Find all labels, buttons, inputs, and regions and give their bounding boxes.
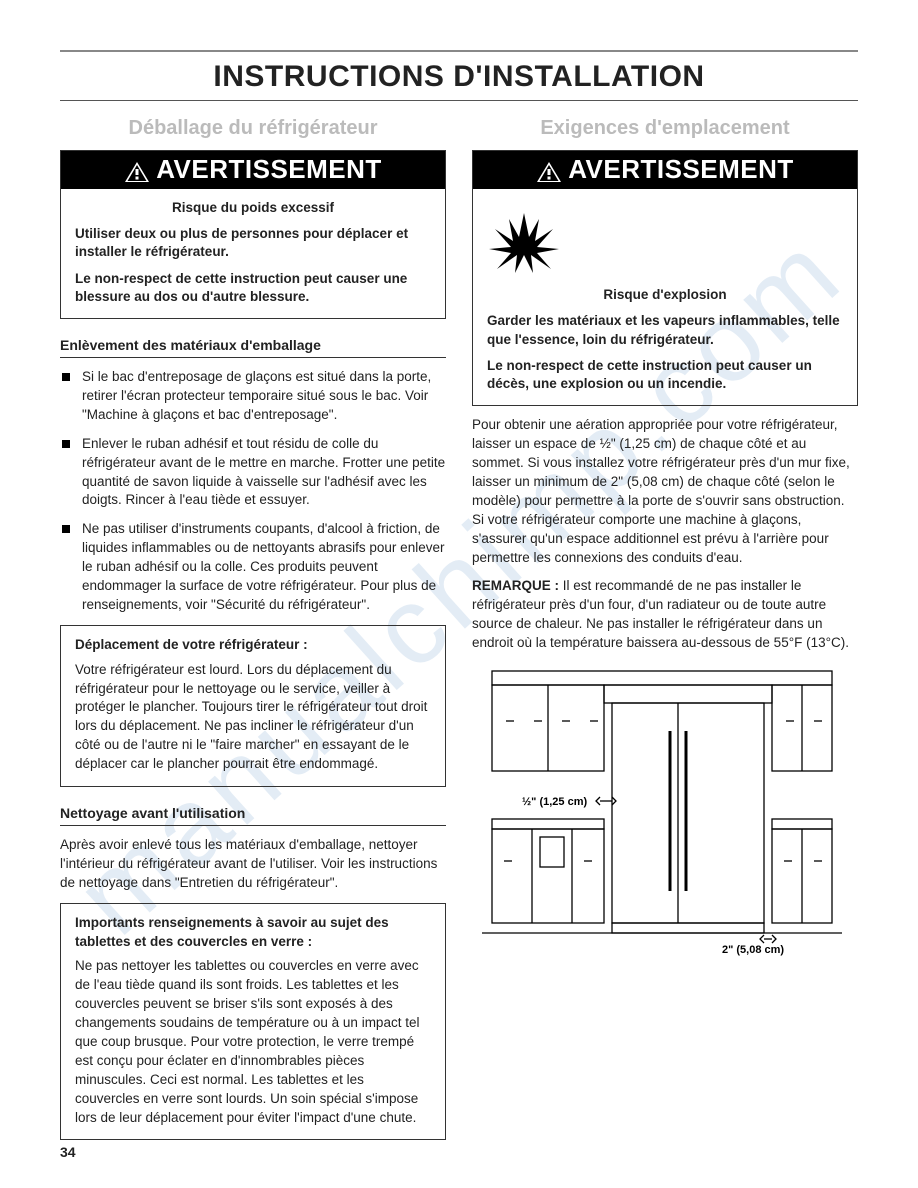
cleaning-para: Après avoir enlevé tous les matériaux d'… xyxy=(60,836,446,893)
warning-line-1: Utiliser deux ou plus de personnes pour … xyxy=(75,225,431,261)
warning-header-text: AVERTISSEMENT xyxy=(156,154,382,185)
diagram-bottom-label: 2" (5,08 cm) xyxy=(722,944,784,956)
warning-risk-text: Risque d'explosion xyxy=(487,286,843,304)
warning-box-weight: AVERTISSEMENT Risque du poids excessif U… xyxy=(60,150,446,319)
info-title: Importants renseignements à savoir au su… xyxy=(75,914,431,952)
warning-header: AVERTISSEMENT xyxy=(61,151,445,189)
info-box-glass: Importants renseignements à savoir au su… xyxy=(60,903,446,1141)
warning-risk-text: Risque du poids excessif xyxy=(75,199,431,217)
list-item: Si le bac d'entreposage de glaçons est s… xyxy=(60,368,446,425)
section-title-unpacking: Déballage du réfrigérateur xyxy=(60,117,446,140)
info-body: Votre réfrigérateur est lourd. Lors du d… xyxy=(75,661,431,774)
remark-para: REMARQUE : Il est recommandé de ne pas i… xyxy=(472,577,858,653)
remark-label: REMARQUE : xyxy=(472,578,559,593)
info-box-moving: Déplacement de votre réfrigérateur : Vot… xyxy=(60,625,446,787)
title-underline xyxy=(60,100,858,101)
subhead-cleaning: Nettoyage avant l'utilisation xyxy=(60,805,446,826)
page-title: INSTRUCTIONS D'INSTALLATION xyxy=(60,60,858,94)
aeration-para: Pour obtenir une aération appropriée pou… xyxy=(472,416,858,567)
explosion-icon xyxy=(487,205,843,280)
page-number: 34 xyxy=(60,1144,76,1160)
top-rule xyxy=(60,50,858,52)
section-title-location: Exigences d'emplacement xyxy=(472,117,858,140)
info-title: Déplacement de votre réfrigérateur : xyxy=(75,636,431,655)
subhead-removal: Enlèvement des matériaux d'emballage xyxy=(60,337,446,358)
installation-diagram: ½" (1,25 cm) 2" (5,08 cm) xyxy=(472,661,858,966)
diagram-side-label: ½" (1,25 cm) xyxy=(522,796,587,808)
list-item: Ne pas utiliser d'instruments coupants, … xyxy=(60,520,446,614)
warning-triangle-icon xyxy=(536,159,562,181)
warning-line-2: Le non-respect de cette instruction peut… xyxy=(75,270,431,306)
warning-line-1: Garder les matériaux et les vapeurs infl… xyxy=(487,312,843,348)
warning-triangle-icon xyxy=(124,159,150,181)
warning-header-text: AVERTISSEMENT xyxy=(568,154,794,185)
info-body: Ne pas nettoyer les tablettes ou couverc… xyxy=(75,957,431,1127)
left-column: Déballage du réfrigérateur AVERTISSEMENT xyxy=(60,117,446,1140)
warning-box-explosion: AVERTISSEMENT Risque d'explosion Garder … xyxy=(472,150,858,406)
right-column: Exigences d'emplacement AVERTISSEMENT xyxy=(472,117,858,1140)
warning-header: AVERTISSEMENT xyxy=(473,151,857,189)
warning-line-2: Le non-respect de cette instruction peut… xyxy=(487,357,843,393)
list-item: Enlever le ruban adhésif et tout résidu … xyxy=(60,435,446,511)
bullet-list: Si le bac d'entreposage de glaçons est s… xyxy=(60,368,446,615)
